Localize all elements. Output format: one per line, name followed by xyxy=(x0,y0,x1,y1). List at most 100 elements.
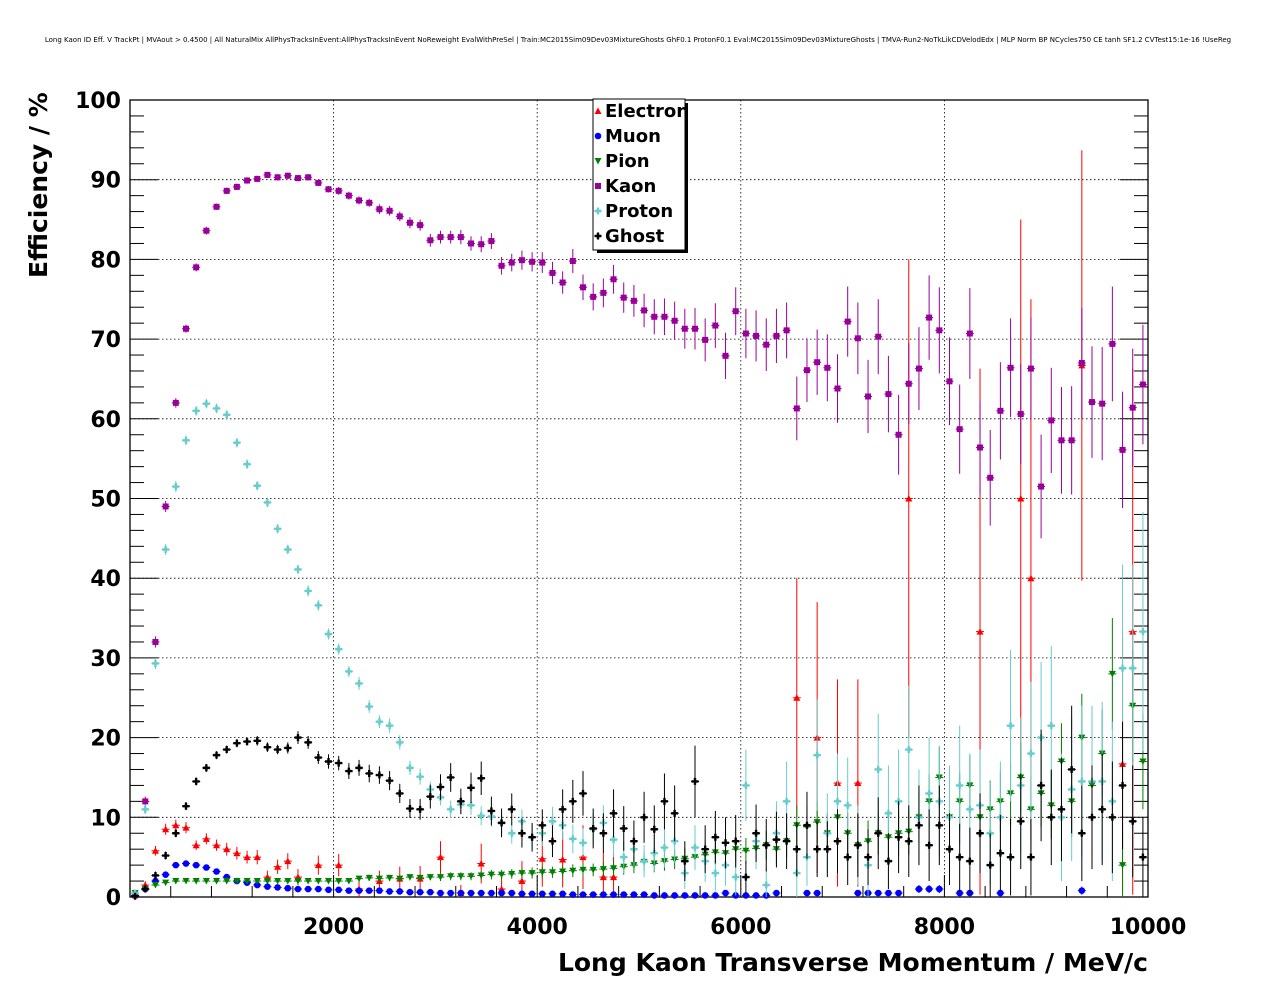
data-point-muon xyxy=(569,891,577,898)
data-point-kaon xyxy=(987,474,994,481)
data-point-pion xyxy=(467,873,475,880)
data-point-ghost xyxy=(671,809,679,817)
data-point-ghost xyxy=(467,784,475,792)
data-point-kaon xyxy=(946,378,953,385)
data-point-ghost xyxy=(742,873,750,881)
data-point-ghost xyxy=(304,738,312,746)
data-point-muon xyxy=(304,885,312,893)
data-point-proton xyxy=(365,703,373,711)
y-tick-label: 30 xyxy=(90,647,121,672)
data-point-proton xyxy=(223,411,231,419)
data-point-muon xyxy=(640,891,648,898)
y-tick-label: 40 xyxy=(90,567,121,592)
legend-label-electron: Electron xyxy=(605,101,689,122)
legend-label-muon: Muon xyxy=(605,126,661,147)
data-point-electron xyxy=(192,841,200,849)
y-tick-label: 20 xyxy=(90,727,121,752)
data-point-pion xyxy=(253,878,261,885)
data-point-pion xyxy=(294,878,302,885)
data-point-proton xyxy=(202,400,210,408)
data-point-kaon xyxy=(1089,399,1096,406)
legend-shadow-right xyxy=(685,103,688,253)
data-point-pion xyxy=(162,879,170,887)
data-point-proton xyxy=(325,630,333,638)
data-point-proton xyxy=(548,817,556,825)
y-tick-label: 90 xyxy=(90,169,121,194)
data-point-pion xyxy=(375,875,383,883)
data-point-kaon xyxy=(630,297,637,304)
data-point-pion xyxy=(274,878,282,885)
data-point-ghost xyxy=(498,819,506,827)
data-point-ghost xyxy=(660,797,668,805)
data-point-ghost xyxy=(172,829,180,837)
data-point-muon xyxy=(437,889,444,897)
data-point-kaon xyxy=(915,365,922,372)
data-point-muon xyxy=(620,891,628,898)
data-point-kaon xyxy=(193,264,200,271)
data-point-ghost xyxy=(487,807,495,815)
data-point-muon xyxy=(508,889,516,897)
data-point-ghost xyxy=(1047,813,1055,821)
data-point-proton xyxy=(966,805,974,813)
data-point-proton xyxy=(844,801,852,809)
data-point-kaon xyxy=(325,186,332,193)
data-point-muon xyxy=(284,884,292,892)
data-point-pion xyxy=(1139,758,1147,766)
data-point-pion xyxy=(202,878,210,885)
data-point-ghost xyxy=(1098,805,1106,813)
data-point-ghost xyxy=(1027,853,1035,861)
data-point-ghost xyxy=(274,746,282,754)
data-point-muon xyxy=(203,864,210,871)
data-point-pion xyxy=(457,873,465,880)
data-point-ghost xyxy=(803,821,811,829)
data-point-kaon xyxy=(814,359,821,366)
data-point-ghost xyxy=(732,837,740,845)
data-point-electron xyxy=(905,495,913,502)
data-point-electron xyxy=(518,877,526,885)
data-point-kaon xyxy=(559,279,566,286)
data-point-kaon xyxy=(447,234,454,241)
data-point-kaon xyxy=(264,171,271,178)
data-point-muon xyxy=(589,891,597,898)
data-point-muon xyxy=(528,890,536,898)
data-point-kaon xyxy=(620,294,627,301)
series-pion xyxy=(131,618,1147,897)
data-point-proton xyxy=(956,781,964,789)
data-point-kaon xyxy=(895,431,902,438)
data-point-proton xyxy=(579,839,587,847)
data-point-kaon xyxy=(1078,360,1085,367)
data-point-ghost xyxy=(762,841,770,849)
data-point-kaon xyxy=(681,325,688,332)
data-point-kaon xyxy=(691,325,698,332)
data-point-ghost xyxy=(426,793,434,801)
data-point-ghost xyxy=(253,737,261,745)
data-point-pion xyxy=(335,878,343,885)
data-point-electron xyxy=(162,825,170,833)
data-point-kaon xyxy=(203,227,210,234)
data-point-ghost xyxy=(223,746,231,754)
data-point-kaon xyxy=(580,284,587,291)
data-point-ghost xyxy=(569,797,577,805)
data-point-ghost xyxy=(711,833,719,841)
data-point-proton xyxy=(610,836,618,844)
data-point-muon xyxy=(813,889,821,897)
data-point-pion xyxy=(304,878,312,885)
legend-label-ghost: Ghost xyxy=(605,226,665,247)
data-point-proton xyxy=(1027,750,1035,758)
data-point-proton xyxy=(905,746,913,754)
data-point-ghost xyxy=(986,861,994,869)
data-point-proton xyxy=(335,645,343,653)
data-point-muon xyxy=(671,892,678,899)
data-point-ghost xyxy=(915,821,923,829)
data-point-ghost xyxy=(436,783,444,791)
data-point-electron xyxy=(172,821,180,829)
data-point-muon xyxy=(365,887,373,894)
data-point-proton xyxy=(213,404,221,412)
data-point-ghost xyxy=(701,845,709,853)
y-tick-label: 70 xyxy=(90,328,121,353)
data-point-ghost xyxy=(518,829,526,837)
data-point-kaon xyxy=(366,199,373,206)
data-point-kaon xyxy=(610,276,617,283)
data-point-kaon xyxy=(1038,483,1045,490)
data-point-pion xyxy=(416,874,424,882)
